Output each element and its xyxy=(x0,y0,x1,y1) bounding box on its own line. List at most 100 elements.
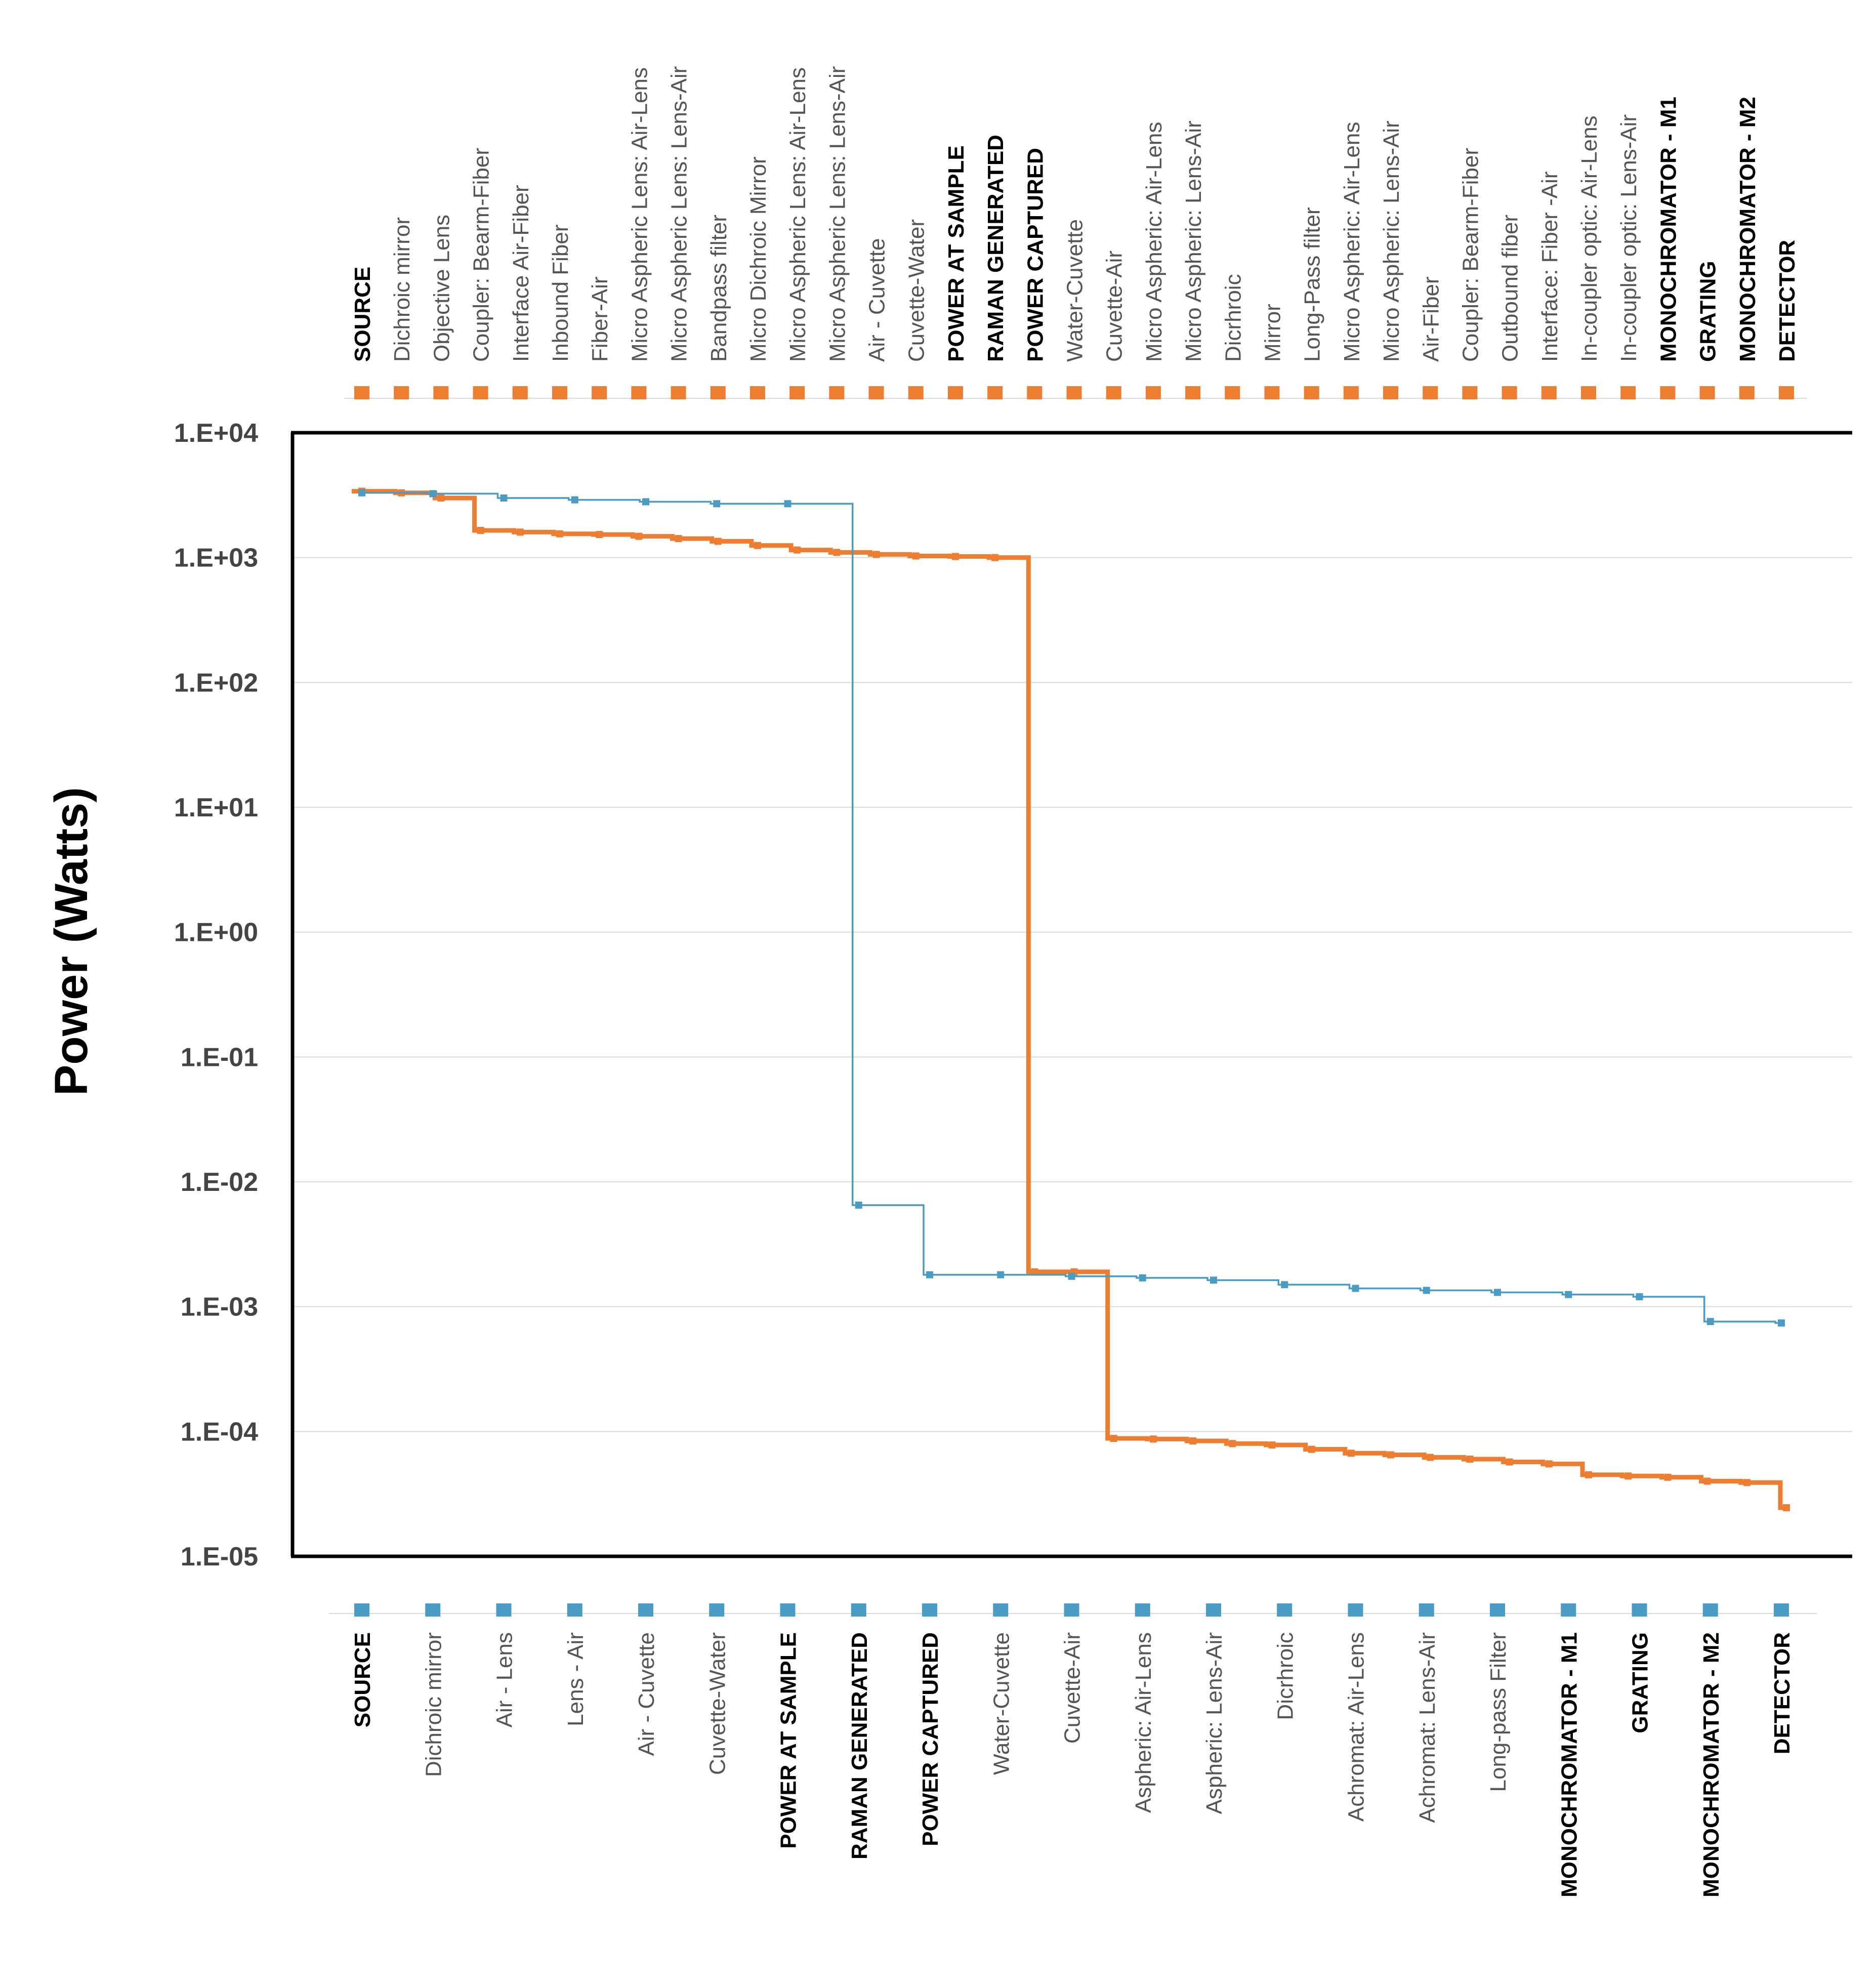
bottom-category-marker xyxy=(709,1603,725,1617)
bottom-category-label-monochromator-m1: MONOCHROMATOR - M1 xyxy=(1557,1632,1581,1897)
blue-data-point xyxy=(997,1271,1005,1278)
bottom-category-marker xyxy=(1490,1603,1505,1617)
top-category-label-monochromator-m1: MONOCHROMATOR - M1 xyxy=(1656,97,1681,362)
orange-data-point xyxy=(1387,1451,1395,1459)
top-category-marker xyxy=(354,386,369,399)
bottom-category-label-monochromator-m2: MONOCHROMATOR - M2 xyxy=(1699,1632,1724,1897)
bottom-category-label-dicrhroic: Dicrhroic xyxy=(1273,1632,1298,1720)
top-category-label-in-coupler-optic-lens-air: In-coupler optic: Lens-Air xyxy=(1616,114,1641,362)
top-category-marker xyxy=(1620,386,1636,399)
blue-data-point xyxy=(642,498,649,506)
top-category-marker xyxy=(1383,386,1399,399)
top-category-label-micro-dichroic-mirror: Micro Dichroic Mirror xyxy=(746,156,771,362)
blue-data-point xyxy=(1494,1289,1501,1296)
top-category-marker xyxy=(947,386,963,399)
orange-data-point xyxy=(1229,1440,1236,1448)
bottom-category-label-achromat-air-lens: Achromat: Air-Lens xyxy=(1344,1632,1369,1822)
y-tick-label: 1.E+03 xyxy=(174,544,258,573)
orange-data-point xyxy=(477,527,484,534)
orange-data-point xyxy=(1189,1437,1197,1445)
bottom-category-marker xyxy=(1774,1603,1789,1617)
orange-data-point xyxy=(1664,1473,1672,1481)
top-category-label-micro-aspheric-lens-air-lens: Micro Aspheric Lens: Air-Lens xyxy=(785,67,810,362)
bottom-category-label-long-pass-filter: Long-pass Filter xyxy=(1486,1632,1511,1792)
top-category-marker xyxy=(1660,386,1676,399)
top-category-marker xyxy=(1423,386,1438,399)
bottom-category-label-power-captured: POWER CAPTURED xyxy=(918,1632,943,1846)
orange-data-point xyxy=(675,535,682,543)
bottom-category-label-lens-air: Lens - Air xyxy=(563,1632,588,1726)
orange-data-point xyxy=(1703,1477,1711,1485)
orange-data-point xyxy=(833,549,841,556)
orange-data-point xyxy=(912,552,920,560)
blue-data-point xyxy=(429,490,437,498)
bottom-category-label-power-at-sample: POWER AT SAMPLE xyxy=(776,1632,801,1849)
top-category-label-interface-air-fiber: Interface Air-Fiber xyxy=(509,185,533,362)
orange-data-point xyxy=(596,531,603,539)
top-category-marker xyxy=(1027,386,1043,399)
top-category-marker xyxy=(631,386,647,399)
blue-data-point xyxy=(1778,1319,1785,1327)
orange-data-point xyxy=(1149,1435,1157,1443)
y-tick-label: 1.E-05 xyxy=(181,1542,258,1572)
orange-data-point xyxy=(1743,1479,1750,1486)
bottom-category-label-dichroic-mirror: Dichroic mirror xyxy=(421,1632,446,1777)
top-category-label-raman-generated: RAMAN GENERATED xyxy=(983,135,1008,362)
blue-data-point xyxy=(1706,1318,1714,1326)
bottom-category-marker xyxy=(1206,1603,1221,1617)
top-category-label-detector: DETECTOR xyxy=(1775,240,1800,362)
blue-data-point xyxy=(1210,1276,1217,1284)
y-tick-label: 1.E-04 xyxy=(181,1417,258,1446)
blue-series-line xyxy=(362,492,1781,1324)
top-category-label-source: SOURCE xyxy=(350,267,375,362)
top-category-marker xyxy=(1779,386,1794,399)
orange-data-point xyxy=(754,542,761,549)
y-tick-label: 1.E-03 xyxy=(181,1293,258,1322)
top-category-label-micro-aspheric-air-lens: Micro Aspheric: Air-Lens xyxy=(1340,122,1364,362)
bottom-category-label-water-cuvette: Water-Cuvette xyxy=(989,1632,1014,1775)
bottom-category-label-source: SOURCE xyxy=(350,1632,375,1727)
top-category-label-water-cuvette: Water-Cuvette xyxy=(1063,219,1088,362)
top-category-marker xyxy=(1264,386,1280,399)
series-layer xyxy=(352,487,1790,1512)
orange-data-point xyxy=(635,532,643,540)
top-category-marker xyxy=(512,386,528,399)
bottom-category-marker xyxy=(496,1603,512,1617)
orange-data-point xyxy=(1783,1504,1790,1512)
blue-data-point xyxy=(1352,1285,1359,1292)
top-category-label-in-coupler-optic-air-lens: In-coupler optic: Air-Lens xyxy=(1577,115,1602,362)
blue-data-point xyxy=(926,1271,933,1278)
bottom-category-marker xyxy=(1135,1603,1150,1617)
bottom-category-marker xyxy=(851,1603,866,1617)
orange-data-point xyxy=(1110,1435,1117,1442)
top-category-marker xyxy=(1739,386,1755,399)
top-category-label-power-captured: POWER CAPTURED xyxy=(1023,148,1048,362)
orange-data-point xyxy=(1545,1460,1553,1468)
orange-data-point xyxy=(1031,1268,1038,1275)
top-category-label-micro-aspheric-air-lens: Micro Aspheric: Air-Lens xyxy=(1142,122,1166,362)
top-category-marker xyxy=(1304,386,1319,399)
bottom-category-marker xyxy=(1561,1603,1576,1617)
top-category-label-micro-aspheric-lens-air-lens: Micro Aspheric Lens: Air-Lens xyxy=(627,67,652,362)
orange-data-point xyxy=(437,494,445,502)
bottom-category-label-achromat-lens-air: Achromat: Lens-Air xyxy=(1415,1632,1440,1823)
top-category-label-cuvette-air: Cuvette-Air xyxy=(1102,251,1127,362)
y-tick-label: 1.E+02 xyxy=(174,668,258,697)
bottom-category-marker xyxy=(993,1603,1009,1617)
bottom-category-label-cuvette-water: Cuvette-Water xyxy=(705,1632,730,1775)
top-category-label-interface-fiber-air: Interface: Fiber -Air xyxy=(1537,171,1562,362)
top-category-marker xyxy=(1106,386,1121,399)
blue-data-point xyxy=(571,496,578,504)
y-tick-label: 1.E-02 xyxy=(181,1168,258,1197)
top-category-marker xyxy=(749,386,765,399)
orange-data-point xyxy=(794,546,801,554)
top-category-label-air-cuvette: Air - Cuvette xyxy=(865,238,890,362)
top-category-label-grating: GRATING xyxy=(1696,261,1721,362)
top-category-label-outbound-fiber: Outbound fiber xyxy=(1498,215,1523,362)
top-category-marker xyxy=(552,386,567,399)
blue-data-point xyxy=(855,1202,862,1209)
bottom-category-label-aspheric-lens-air: Aspheric: Lens-Air xyxy=(1202,1632,1227,1814)
bottom-category-marker xyxy=(354,1603,369,1617)
